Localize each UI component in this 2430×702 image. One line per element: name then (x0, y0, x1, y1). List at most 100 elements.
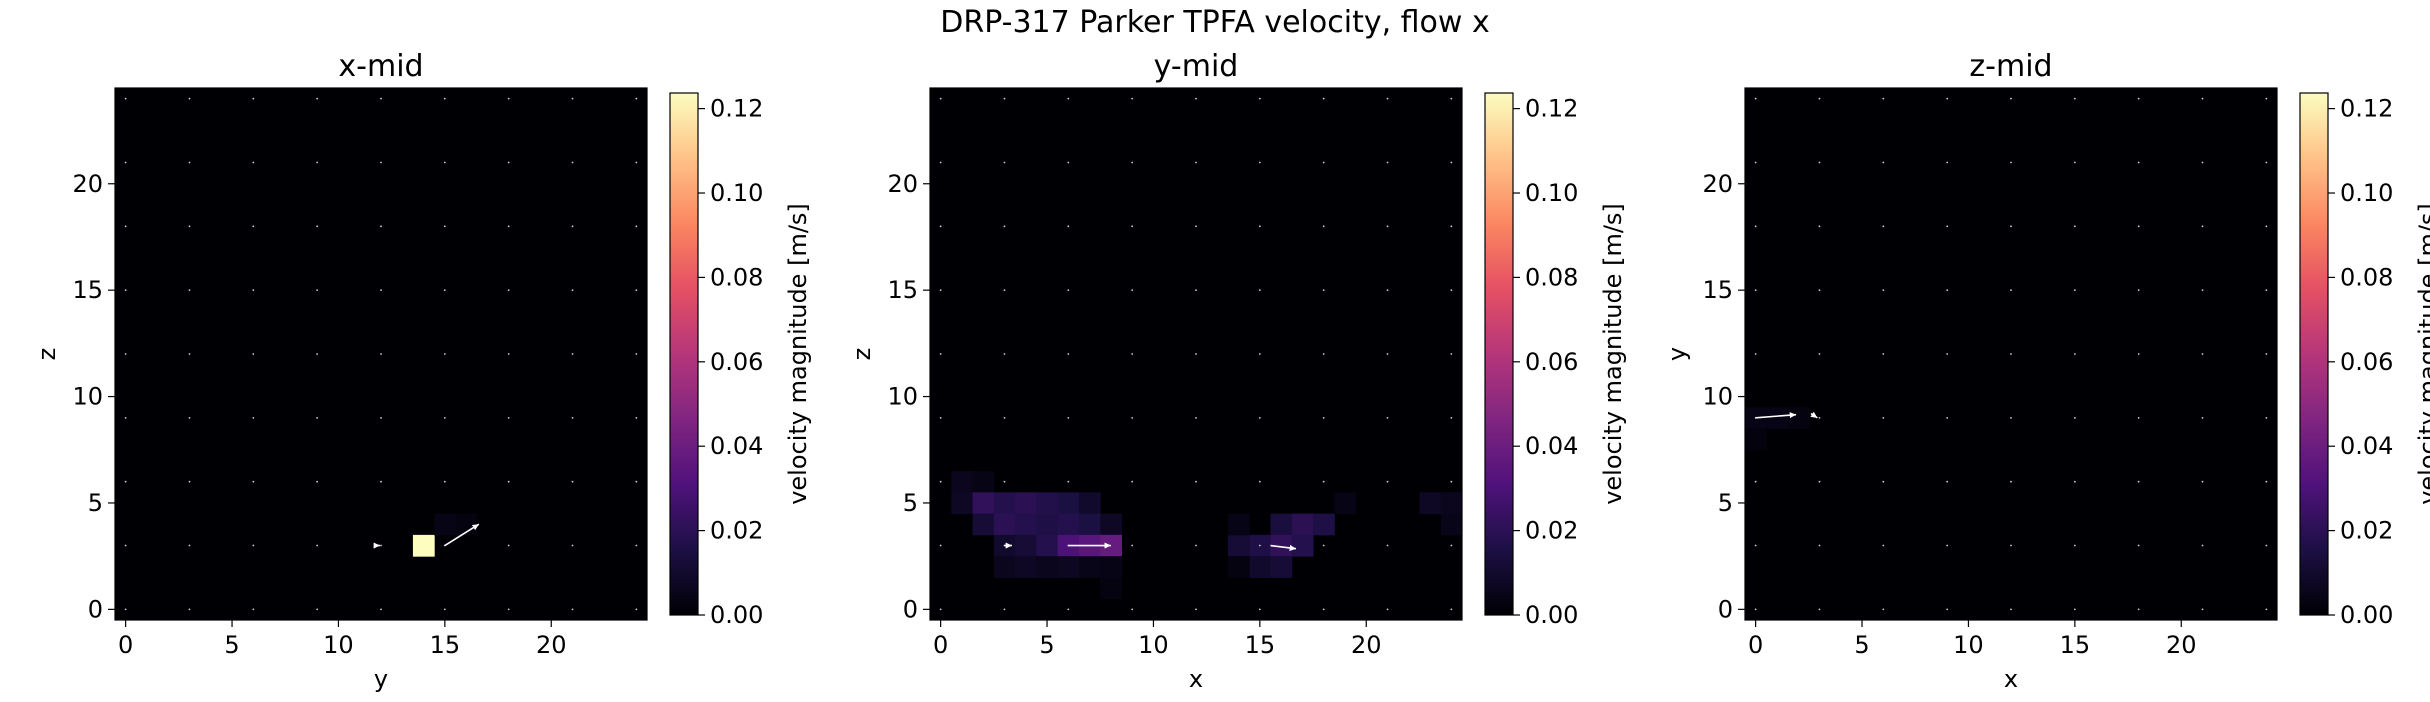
quiver-point (939, 225, 942, 228)
colorbar-tick-label: 0.12 (1525, 95, 1578, 123)
quiver-point (1258, 225, 1261, 228)
quiver-point (2010, 97, 2012, 100)
quiver-point (2265, 480, 2268, 483)
heatmap-cell (1057, 492, 1080, 515)
quiver-point (635, 608, 638, 611)
quiver-point (252, 353, 255, 355)
quiver-point (635, 225, 638, 228)
quiver-point (1818, 225, 1821, 228)
colorbar-tick-label: 0.10 (2340, 179, 2393, 207)
quiver-point (2137, 289, 2140, 292)
quiver-point (2073, 353, 2076, 355)
figure-title: DRP-317 Parker TPFA velocity, flow x (940, 5, 1489, 40)
heatmap-cell (1015, 534, 1037, 557)
velocity-arrow (373, 542, 380, 549)
y-axis-label: y (1663, 347, 1691, 361)
quiver-point (1067, 480, 1070, 483)
quiver-point (1882, 353, 1885, 355)
colorbar-tick-label: 0.08 (2340, 263, 2393, 291)
velocity-arrow (1004, 542, 1012, 549)
quiver-point (2265, 608, 2268, 611)
heatmap-cell (1100, 556, 1123, 578)
quiver-point (252, 608, 255, 611)
quiver-point (124, 97, 127, 100)
quiver-point (939, 161, 942, 164)
x-tick-label: 5 (1854, 631, 1869, 659)
heatmap-cell (434, 513, 456, 536)
axes-frame (929, 87, 1463, 621)
heatmap-cell (1270, 556, 1293, 578)
quiver-point (1946, 416, 1949, 419)
quiver-point (1386, 97, 1389, 100)
quiver-point (1003, 608, 1006, 611)
quiver-point (188, 97, 191, 100)
panel-y-mid: 0 5 10 15 2005101520y-midxz0.000.020.040.060… (848, 49, 1627, 693)
quiver-point (1450, 608, 1453, 611)
quiver-point (2201, 353, 2204, 355)
heatmap-cell (1291, 513, 1314, 536)
quiver-point (1882, 480, 1885, 483)
quiver-point (1946, 480, 1949, 483)
x-tick-label: 20 (1351, 631, 1382, 659)
velocity-arrow (1755, 412, 1797, 419)
quiver-point (1386, 161, 1389, 164)
quiver-point (188, 480, 191, 483)
panel-z-mid: 0 5 10 15 2005101520z-midxy0.000.020.040.060… (1663, 49, 2430, 693)
quiver-point (1322, 480, 1325, 483)
quiver-point (2201, 480, 2204, 483)
quiver-point (2265, 416, 2268, 419)
colorbar-tick-label: 0.02 (2340, 517, 2393, 545)
heatmap-cell (972, 471, 995, 493)
quiver-point (2265, 161, 2268, 164)
quiver-point (507, 97, 510, 100)
quiver-point (1131, 544, 1134, 547)
quiver-point (1195, 480, 1197, 483)
quiver-point (2073, 97, 2076, 100)
quiver-point (1131, 289, 1134, 292)
quiver-point (635, 161, 638, 164)
quiver-point (316, 544, 319, 547)
quiver-point (2010, 608, 2012, 611)
quiver-point (1067, 161, 1070, 164)
quiver-point (2137, 225, 2140, 228)
quiver-point (1882, 608, 1885, 611)
quiver-point (1946, 608, 1949, 611)
axes-frame (114, 87, 648, 621)
heatmap-cell (1440, 513, 1463, 536)
colorbar-gradient (1484, 92, 1514, 616)
quiver-point (1322, 353, 1325, 355)
colorbar-tick-label: 0.08 (1525, 263, 1578, 291)
quiver-point (1003, 289, 1006, 292)
quiver-point (939, 97, 942, 100)
quiver-point (1322, 97, 1325, 100)
quiver-point (316, 353, 319, 355)
quiver-point (1067, 353, 1070, 355)
x-tick-label: 15 (430, 631, 461, 659)
colorbar-tick-label: 0.00 (2340, 601, 2393, 629)
quiver-point (380, 416, 382, 419)
quiver-point (2201, 289, 2204, 292)
heatmap-cell (1100, 534, 1123, 557)
y-tick-label: 15 (72, 276, 103, 304)
quiver-point (507, 480, 510, 483)
colorbar-tick-label: 0.04 (2340, 432, 2393, 460)
y-tick-label: 5 (1718, 489, 1733, 517)
panel-title: x-mid (338, 49, 423, 84)
quiver-point (939, 608, 942, 611)
quiver-point (380, 97, 382, 100)
x-tick-label: 20 (536, 631, 567, 659)
quiver-point (124, 608, 127, 611)
heatmap-cell (1313, 513, 1335, 536)
quiver-point (1067, 289, 1070, 292)
heatmap-cell (1078, 492, 1101, 515)
quiver-point (1195, 289, 1197, 292)
heatmap-cell (1227, 534, 1250, 557)
quiver-point (380, 225, 382, 228)
quiver-point (2201, 544, 2204, 547)
quiver-point (939, 416, 942, 419)
quiver-point (2265, 353, 2268, 355)
colorbar-tick-label: 0.00 (1525, 601, 1578, 629)
velocity-arrow (1068, 542, 1111, 549)
quiver-point (1322, 289, 1325, 292)
quiver-point (1322, 416, 1325, 419)
